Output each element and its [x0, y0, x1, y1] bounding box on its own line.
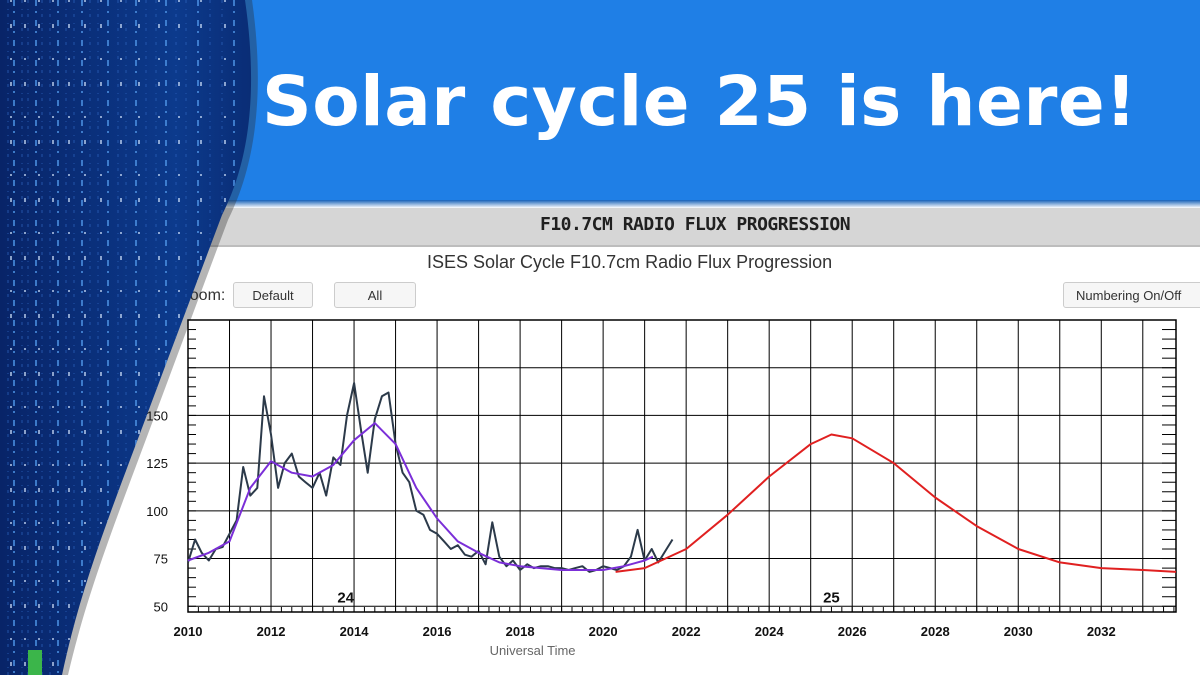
numbering-toggle-button[interactable]: Numbering On/Off — [1063, 282, 1200, 308]
headline-text: Solar cycle 25 is here! — [262, 62, 1138, 142]
zoom-default-button[interactable]: Default — [233, 282, 313, 308]
spectrogram-green-marker — [28, 650, 42, 675]
banner-shadow — [0, 200, 1200, 208]
chart-title: ISES Solar Cycle F10.7cm Radio Flux Prog… — [427, 252, 833, 272]
zoom-all-button[interactable]: All — [334, 282, 416, 308]
spectrogram-traces — [7, 0, 235, 675]
panel-title: F10.7CM RADIO FLUX PROGRESSION — [540, 214, 851, 235]
